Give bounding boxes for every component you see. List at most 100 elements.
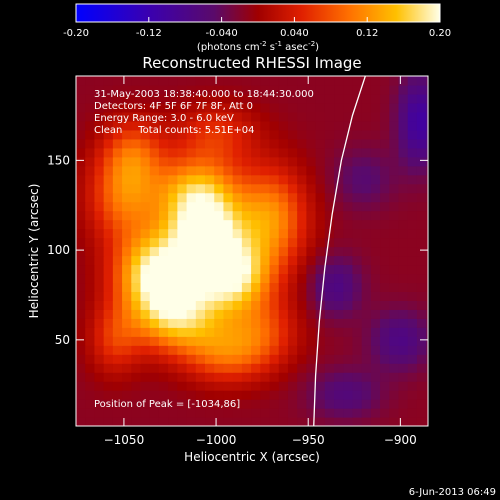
- heatmap-pixel: [186, 363, 197, 373]
- heatmap-pixel: [186, 408, 197, 418]
- heatmap-pixel: [407, 300, 418, 310]
- heatmap-pixel: [195, 76, 206, 86]
- heatmap-pixel: [324, 345, 335, 355]
- heatmap-pixel: [287, 183, 298, 194]
- heatmap-pixel: [76, 327, 86, 337]
- heatmap-pixel: [315, 345, 326, 355]
- heatmap-pixel: [112, 264, 123, 275]
- heatmap-pixel: [407, 408, 418, 418]
- heatmap-pixel: [287, 354, 298, 364]
- heatmap-pixel: [324, 300, 335, 310]
- heatmap-pixel: [168, 174, 178, 185]
- heatmap-pixel: [306, 165, 317, 176]
- heatmap-pixel: [241, 309, 252, 319]
- heatmap-pixel: [186, 327, 197, 337]
- heatmap-pixel: [76, 138, 86, 149]
- heatmap-pixel: [352, 372, 363, 382]
- heatmap-pixel: [103, 327, 114, 337]
- heatmap-pixel: [94, 309, 105, 319]
- heatmap-pixel: [214, 210, 225, 221]
- heatmap-pixel: [195, 210, 206, 221]
- heatmap-pixel: [103, 228, 114, 239]
- heatmap-pixel: [334, 120, 344, 131]
- heatmap-pixel: [140, 102, 151, 113]
- heatmap-pixel: [214, 174, 225, 185]
- heatmap-pixel: [426, 255, 428, 266]
- heatmap-pixel: [232, 399, 243, 409]
- heatmap-pixel: [85, 246, 96, 257]
- heatmap-pixel: [122, 381, 132, 391]
- heatmap-pixel: [334, 156, 344, 167]
- heatmap-pixel: [324, 336, 335, 346]
- colorbar-units: (photons cm-2 s-1 asec-2): [197, 40, 319, 53]
- heatmap-pixel: [205, 390, 215, 400]
- heatmap-pixel: [168, 363, 178, 373]
- heatmap-pixel: [315, 318, 326, 328]
- heatmap-pixel: [287, 156, 298, 167]
- heatmap-pixel: [260, 102, 271, 113]
- heatmap-pixel: [195, 183, 206, 194]
- heatmap-pixel: [389, 264, 400, 275]
- heatmap-pixel: [260, 318, 271, 328]
- heatmap-pixel: [122, 327, 132, 337]
- heatmap-pixel: [334, 174, 344, 185]
- heatmap-pixel: [426, 264, 428, 275]
- heatmap-pixel: [158, 264, 169, 275]
- heatmap-pixel: [361, 309, 372, 319]
- heatmap-pixel: [269, 282, 280, 292]
- heatmap-pixel: [205, 264, 215, 275]
- heatmap-pixel: [103, 345, 114, 355]
- heatmap-pixel: [241, 336, 252, 346]
- heatmap-pixel: [241, 417, 252, 426]
- heatmap-pixel: [426, 417, 428, 426]
- heatmap-pixel: [426, 129, 428, 140]
- heatmap-pixel: [205, 174, 215, 185]
- heatmap-pixel: [251, 192, 261, 203]
- heatmap-pixel: [195, 372, 206, 382]
- heatmap-pixel: [343, 372, 354, 382]
- heatmap-pixel: [149, 138, 160, 149]
- heatmap-pixel: [232, 129, 243, 140]
- heatmap-pixel: [168, 210, 178, 221]
- heatmap-pixel: [380, 138, 390, 149]
- heatmap-pixel: [122, 84, 132, 95]
- heatmap-pixel: [269, 201, 280, 212]
- heatmap-pixel: [112, 363, 123, 373]
- heatmap-pixel: [297, 381, 307, 391]
- heatmap-pixel: [131, 390, 142, 400]
- heatmap-pixel: [398, 399, 409, 409]
- heatmap-pixel: [269, 102, 280, 113]
- heatmap-pixel: [232, 219, 243, 230]
- heatmap-pixel: [287, 390, 298, 400]
- heatmap-pixel: [380, 255, 390, 266]
- heatmap-pixel: [306, 147, 317, 158]
- heatmap-pixel: [251, 129, 261, 140]
- heatmap-pixel: [85, 399, 96, 409]
- heatmap-pixel: [324, 372, 335, 382]
- heatmap-pixel: [426, 174, 428, 185]
- heatmap-pixel: [131, 129, 142, 140]
- heatmap-pixel: [251, 390, 261, 400]
- heatmap-pixel: [269, 76, 280, 86]
- heatmap-pixel: [260, 84, 271, 95]
- heatmap-pixel: [343, 282, 354, 292]
- heatmap-pixel: [214, 390, 225, 400]
- heatmap-pixel: [251, 372, 261, 382]
- heatmap-pixel: [112, 147, 123, 158]
- heatmap-pixel: [158, 219, 169, 230]
- heatmap-pixel: [370, 363, 381, 373]
- heatmap-pixel: [76, 363, 86, 373]
- info-line-energy: Energy Range: 3.0 - 6.0 keV: [94, 113, 234, 124]
- heatmap-pixel: [352, 282, 363, 292]
- heatmap-pixel: [158, 318, 169, 328]
- heatmap-pixel: [122, 309, 132, 319]
- heatmap-pixel: [186, 291, 197, 301]
- heatmap-pixel: [112, 228, 123, 239]
- heatmap-pixel: [122, 210, 132, 221]
- heatmap-pixel: [232, 345, 243, 355]
- heatmap-pixel: [269, 156, 280, 167]
- heatmap-pixel: [380, 327, 390, 337]
- heatmap-pixel: [103, 129, 114, 140]
- heatmap-pixel: [315, 390, 326, 400]
- heatmap-pixel: [195, 309, 206, 319]
